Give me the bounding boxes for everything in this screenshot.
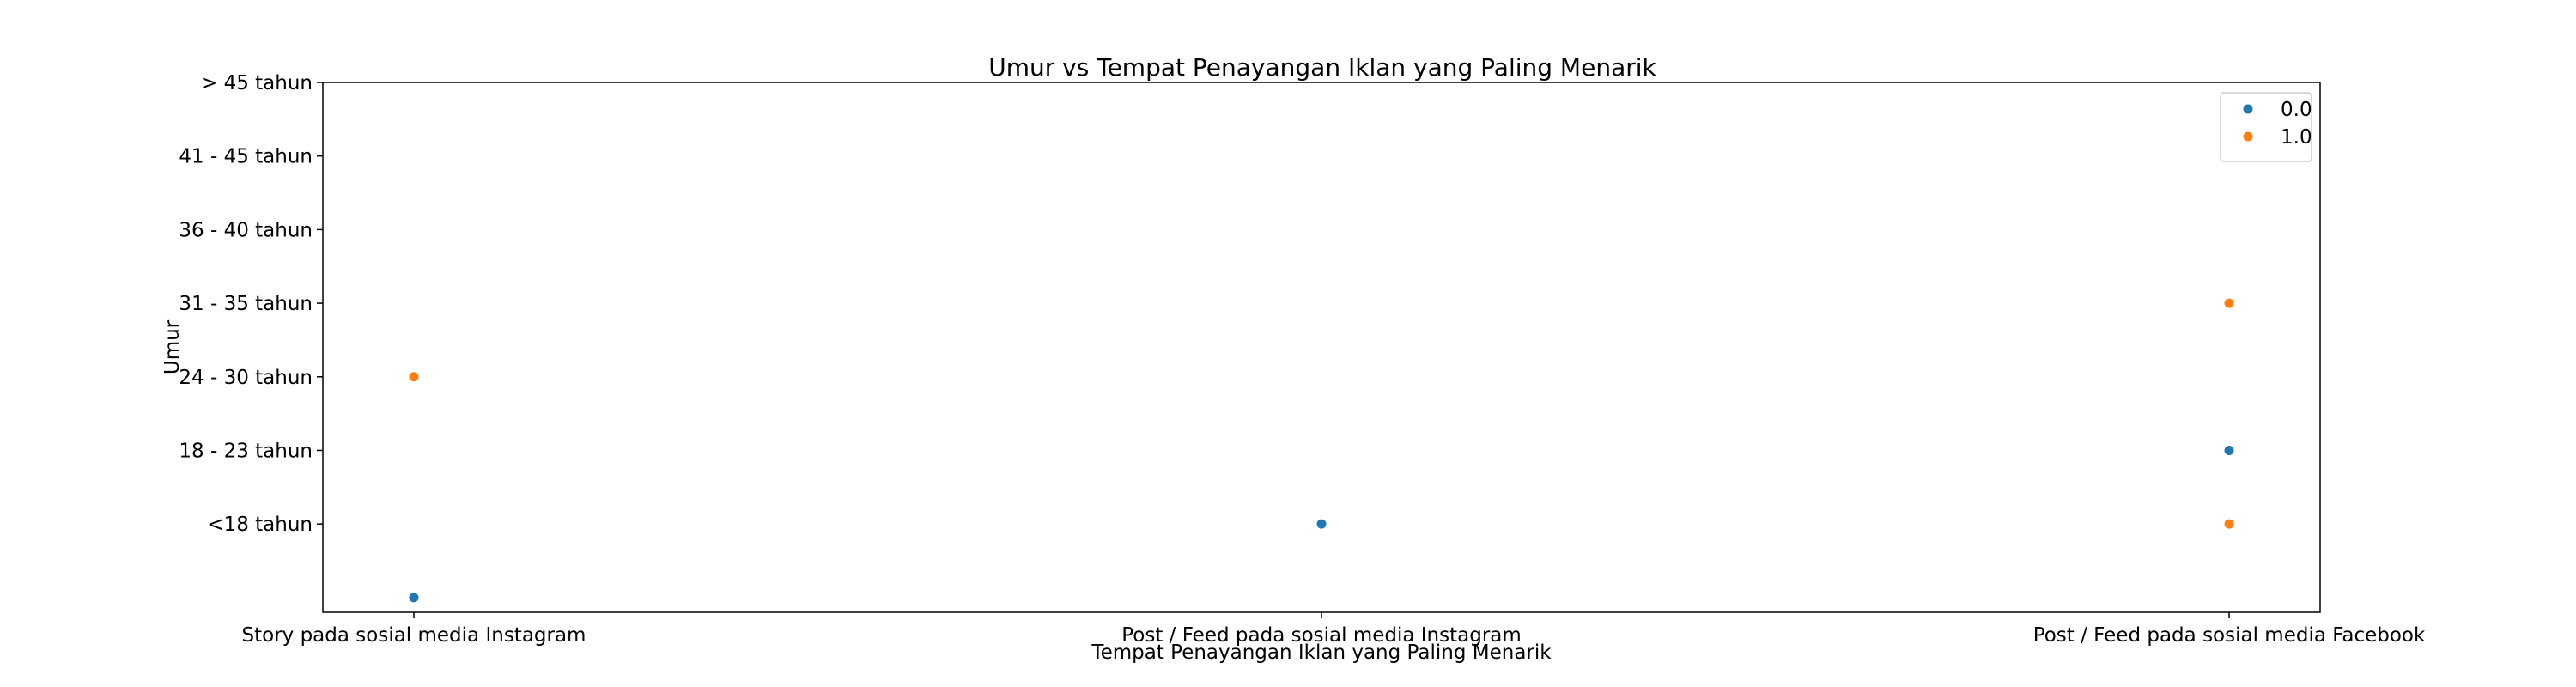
data-point [409, 593, 419, 603]
data-points [409, 298, 2234, 603]
data-point [1316, 519, 1327, 529]
y-tick-label: 36 - 40 tahun [179, 219, 313, 241]
legend-box [2220, 92, 2312, 162]
x-tick-label: Post / Feed pada sosial media Facebook [2033, 624, 2426, 647]
legend-marker [2243, 131, 2253, 142]
y-tick-label: 31 - 35 tahun [179, 293, 313, 315]
legend-label: 1.0 [2281, 126, 2312, 149]
legend: 0.01.0 [2220, 92, 2312, 162]
x-axis-label: Tempat Penayangan Iklan yang Paling Mena… [1091, 641, 1552, 664]
x-tick-label: Story pada sosial media Instagram [242, 624, 586, 647]
x-tick-label: Post / Feed pada sosial media Instagram [1121, 624, 1522, 647]
legend-label: 0.0 [2281, 99, 2312, 121]
y-tick-label: <18 tahun [207, 514, 313, 536]
legend-marker [2243, 104, 2253, 114]
y-axis-label: Umur [161, 319, 184, 374]
data-point [2224, 445, 2234, 455]
y-tick-label: 24 - 30 tahun [179, 367, 313, 389]
data-point [2224, 519, 2234, 529]
plot-area: <18 tahun 18 - 23 tahun 24 - 30 tahun 31 - … [179, 72, 2426, 647]
y-tick-label: 18 - 23 tahun [179, 440, 313, 462]
y-tick-label: > 45 tahun [201, 72, 313, 94]
y-tick-label: 41 - 45 tahun [179, 146, 313, 168]
data-point [409, 372, 419, 382]
x-axis: Story pada sosial media Instagram Post / … [242, 612, 2426, 647]
data-point [2224, 298, 2234, 308]
y-axis: <18 tahun 18 - 23 tahun 24 - 30 tahun 31 - … [179, 72, 323, 536]
chart-title: Umur vs Tempat Penayangan Iklan yang Pal… [988, 53, 1656, 82]
